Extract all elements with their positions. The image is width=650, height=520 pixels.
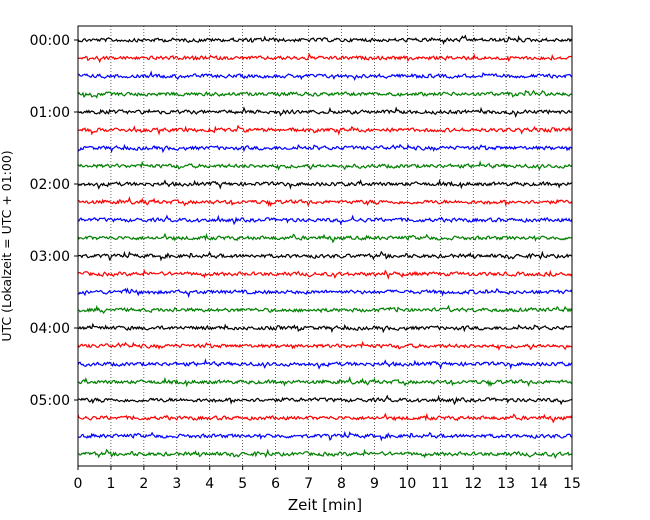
seismic-trace-3 [77,70,573,82]
x-tick-label: 6 [271,476,280,492]
seismic-trace-10 [77,195,573,207]
x-tick-label: 3 [172,476,181,492]
y-axis-ticks: 00:00 01:00 02:00 03:00 04:00 05:00 [30,33,78,409]
seismic-trace-12 [77,232,573,244]
seismic-trace-22 [77,412,573,424]
seismic-trace-19 [77,358,573,370]
x-tick-label: 2 [139,476,148,492]
seismic-traces [77,34,573,460]
x-tick-label: 14 [530,476,548,492]
grid-lines [110,26,540,466]
seismic-trace-18 [77,340,573,351]
y-tick-label: 04:00 [30,321,70,337]
seismic-trace-24 [77,448,573,460]
plot-frame [77,25,573,467]
x-tick-label: 15 [563,476,581,492]
seismic-trace-9 [77,178,573,190]
x-tick-label: 9 [370,476,379,492]
x-tick-label: 13 [497,476,515,492]
x-tick-label: 7 [304,476,313,492]
seismic-trace-8 [77,160,573,171]
x-tick-label: 4 [205,476,214,492]
seismic-trace-6 [77,124,573,136]
y-tick-label: 00:00 [30,33,70,49]
seismic-trace-11 [77,214,573,226]
seismic-trace-20 [77,375,573,388]
y-tick-label: 01:00 [30,105,70,121]
x-axis-ticks: 0 1 2 3 4 5 6 7 8 9 10 11 12 13 14 15 [74,466,581,492]
y-tick-label: 05:00 [30,393,70,409]
seismic-trace-21 [77,394,573,406]
x-tick-label: 0 [74,476,83,492]
seismic-trace-13 [77,250,573,262]
plot-background [78,26,572,466]
x-axis-label: Zeit [min] [288,496,362,514]
seismic-trace-1 [77,34,573,46]
seismic-trace-16 [77,304,573,315]
seismic-trace-14 [77,268,573,280]
seismic-trace-23 [77,430,573,442]
seismic-trace-17 [77,322,573,334]
seismic-trace-15 [77,287,573,299]
x-tick-label: 5 [238,476,247,492]
seismic-trace-7 [77,143,573,154]
x-tick-label: 10 [398,476,416,492]
seismic-trace-5 [77,106,573,118]
y-tick-label: 03:00 [30,249,70,265]
x-tick-label: 8 [337,476,346,492]
y-axis-label: UTC (Lokalzeit = UTC + 01:00) [0,150,14,341]
seismic-trace-4 [77,89,573,99]
x-tick-label: 12 [464,476,482,492]
y-tick-label: 02:00 [30,177,70,193]
seismic-trace-2 [77,52,573,64]
x-tick-label: 11 [431,476,449,492]
x-tick-label: 1 [106,476,115,492]
